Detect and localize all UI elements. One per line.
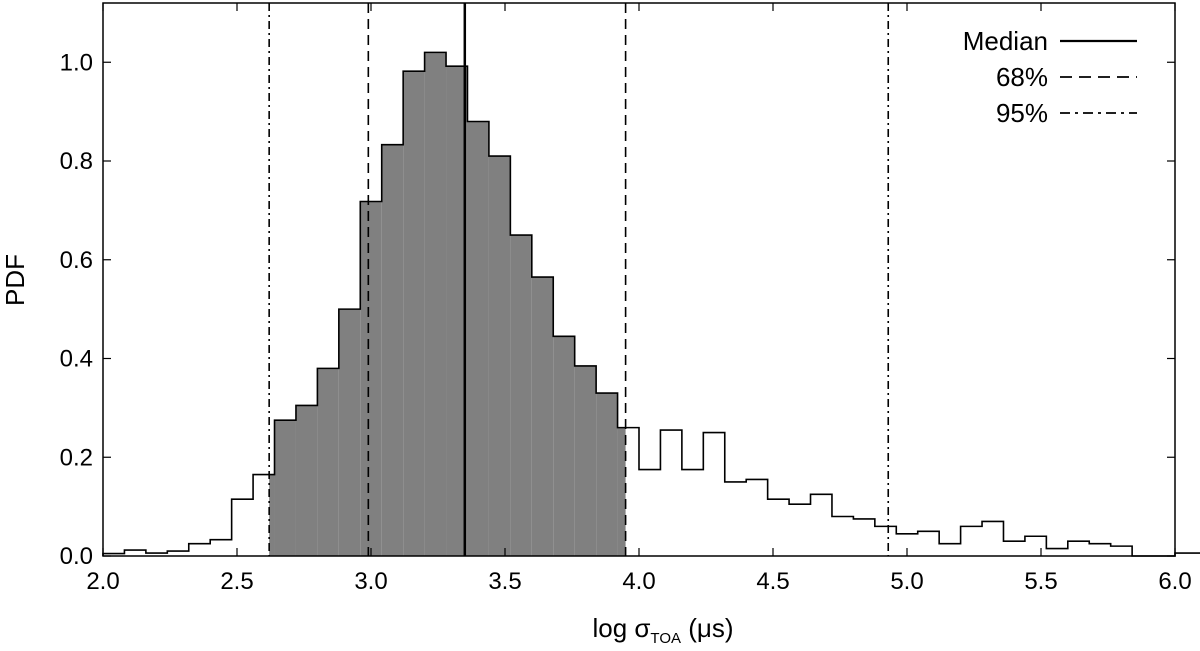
y-tick-label-3: 0.6: [60, 247, 93, 274]
legend-label-0: Median: [963, 26, 1048, 56]
histogram-bar-20: [531, 277, 554, 556]
histogram-bar-19: [510, 235, 532, 556]
y-tick-label-2: 0.4: [60, 346, 93, 373]
histogram-bar-14: [403, 71, 425, 556]
histogram-bar-12: [360, 201, 382, 557]
x-axis-label-unit: (μs): [681, 613, 734, 643]
x-tick-label-2: 3.0: [354, 568, 387, 595]
histogram-bar-18: [488, 156, 511, 556]
histogram-bar-11: [338, 309, 361, 556]
histogram-bar-8: [274, 420, 296, 556]
histogram-bar-21: [553, 336, 575, 556]
histogram-bar-10: [317, 368, 339, 556]
histogram-bar-13: [381, 144, 404, 557]
y-tick-label-4: 0.8: [60, 148, 93, 175]
x-tick-label-5: 4.5: [756, 568, 789, 595]
x-tick-label-0: 2.0: [86, 568, 119, 595]
x-axis-label-subscript: TOA: [650, 630, 681, 647]
x-tick-label-1: 2.5: [220, 568, 253, 595]
histogram-bar-23: [596, 393, 618, 556]
plot-area: [102, 3, 1200, 557]
histogram-bar-9: [295, 405, 318, 556]
x-axis-label: log σTOA (μs): [592, 613, 733, 647]
y-tick-label-5: 1.0: [60, 49, 93, 76]
x-tick-label-3: 3.5: [488, 568, 521, 595]
x-tick-label-7: 5.5: [1024, 568, 1057, 595]
x-axis-label-main: log σ: [592, 613, 650, 643]
histogram-bar-22: [574, 365, 597, 556]
y-axis-label: PDF: [0, 254, 30, 306]
histogram-bar-24: [617, 427, 626, 556]
histogram-bar-17: [467, 121, 489, 556]
legend-label-1: 68%: [996, 62, 1048, 92]
histogram-bar-16: [446, 66, 468, 556]
y-tick-label-1: 0.2: [60, 444, 93, 471]
legend: Median 68% 95%: [963, 26, 1137, 128]
histogram-outline: [102, 51, 1200, 557]
y-tick-label-0: 0.0: [60, 543, 93, 570]
histogram-bar-15: [424, 52, 447, 556]
x-tick-label-6: 5.0: [890, 568, 923, 595]
x-tick-label-8: 6.0: [1158, 568, 1191, 595]
x-tick-label-4: 4.0: [622, 568, 655, 595]
histogram-bar-7: [269, 474, 275, 556]
legend-label-2: 95%: [996, 98, 1048, 128]
